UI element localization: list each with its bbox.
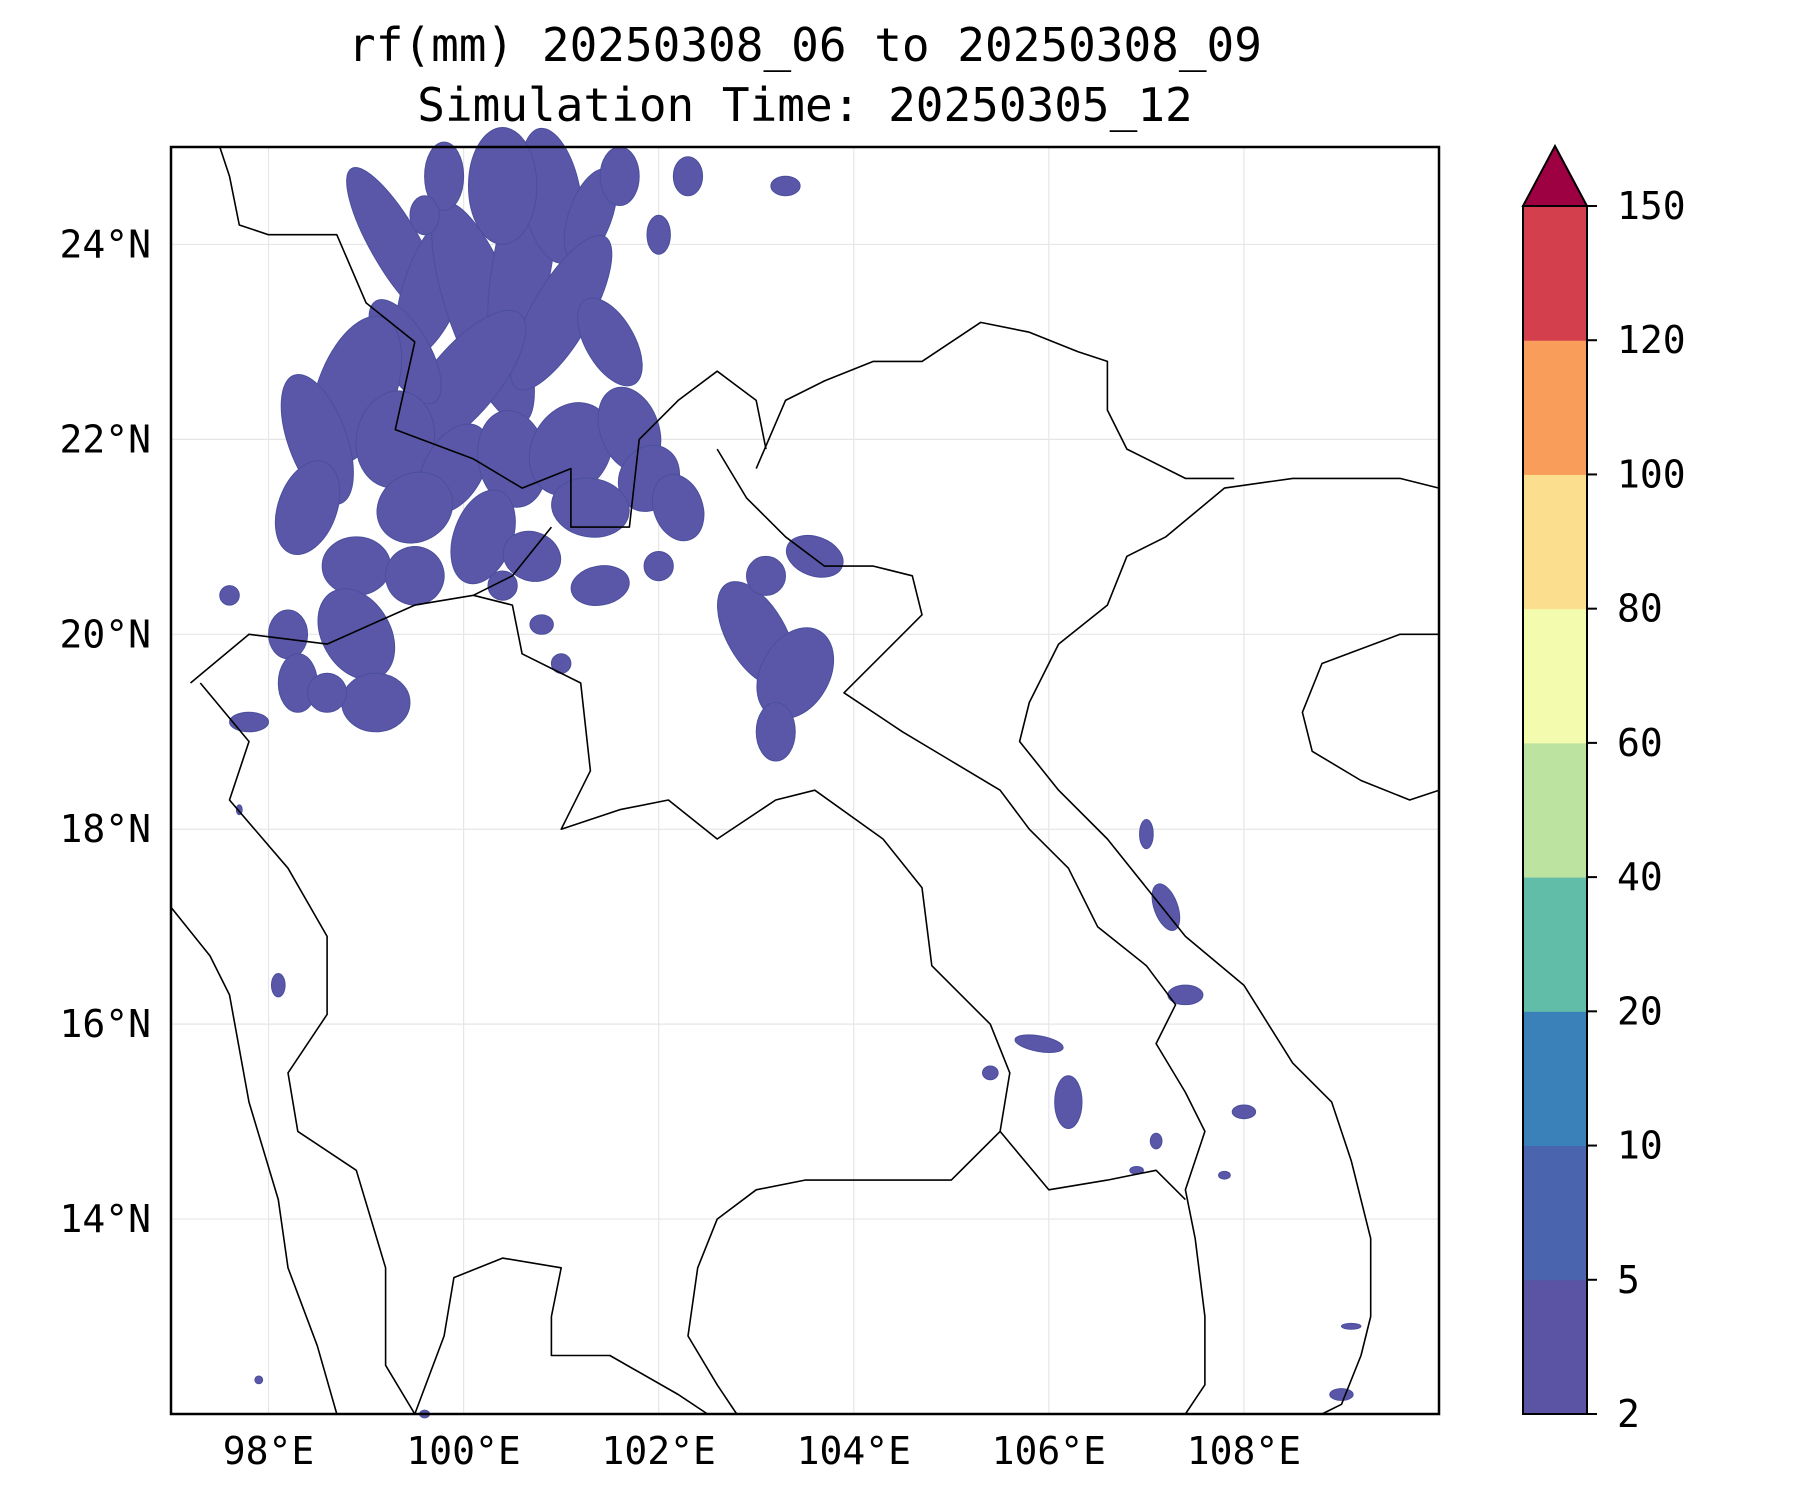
colorbar-segment xyxy=(1523,1279,1587,1415)
colorbar-extend-arrow xyxy=(1521,143,1589,207)
lat-tick-label: 18°N xyxy=(59,807,151,851)
latitude-ticks: 24°N 22°N 20°N 18°N 16°N 14°N xyxy=(59,222,151,1241)
rain-area xyxy=(646,214,671,255)
rain-area xyxy=(770,175,801,197)
boundary-line xyxy=(189,526,553,684)
rain-area xyxy=(672,156,704,197)
rain-area xyxy=(785,534,844,578)
colorbar-segment xyxy=(1523,877,1587,1012)
rain-area xyxy=(424,141,465,211)
boundary-line xyxy=(473,594,1186,1201)
rain-area xyxy=(487,570,518,601)
rain-area xyxy=(268,609,309,660)
lon-tick-label: 102°E xyxy=(601,1429,715,1473)
colorbar-tick-label: 5 xyxy=(1617,1258,1640,1302)
rain-area xyxy=(570,565,630,606)
rain-area xyxy=(982,1065,999,1081)
rain-area xyxy=(409,195,440,236)
rain-area xyxy=(1151,883,1181,931)
rain-area xyxy=(1014,1034,1064,1053)
chart-title-line-2: Simulation Time: 20250305_12 xyxy=(417,78,1193,132)
rain-area xyxy=(219,585,240,606)
lon-tick-label: 100°E xyxy=(406,1429,520,1473)
colorbar-tick-label: 60 xyxy=(1617,721,1663,765)
colorbar-tick-label: 150 xyxy=(1617,184,1686,228)
rain-area xyxy=(341,672,411,733)
colorbar-segment xyxy=(1523,608,1587,744)
rain-area xyxy=(254,1375,264,1385)
rain-area xyxy=(376,471,454,544)
rain-area xyxy=(1231,1104,1257,1120)
rain-area xyxy=(1218,1170,1231,1180)
rain-area xyxy=(599,146,640,206)
rain-area xyxy=(307,672,348,713)
boundary-line xyxy=(1018,477,1440,1415)
colorbar-segment xyxy=(1523,1011,1587,1147)
rain-area xyxy=(385,546,445,606)
colorbar-segment xyxy=(1523,474,1587,610)
colorbar-segment xyxy=(1523,742,1587,878)
lat-tick-label: 16°N xyxy=(59,1002,151,1046)
colorbar-tick-label: 120 xyxy=(1617,318,1686,362)
rain-area xyxy=(274,460,341,555)
boundary-line xyxy=(716,448,1206,1415)
rain-area xyxy=(1340,1322,1362,1330)
colorbar: 2 5 10 20 40 60 80 100 120 150 xyxy=(1521,143,1686,1436)
rain-area xyxy=(651,473,705,542)
chart-title-line-1: rf(mm) 20250308_06 to 20250308_09 xyxy=(348,18,1262,72)
map-frame xyxy=(169,145,1441,1416)
rain-area xyxy=(1329,1388,1354,1401)
colorbar-tick-label: 80 xyxy=(1617,587,1663,631)
rain-area xyxy=(1139,818,1154,850)
colorbar-segment xyxy=(1523,1145,1587,1281)
rain-area xyxy=(467,127,538,245)
rain-area xyxy=(528,402,614,497)
rain-area xyxy=(577,297,643,387)
longitude-ticks: 98°E 100°E 102°E 104°E 106°E 108°E xyxy=(223,1429,1301,1473)
lat-tick-label: 22°N xyxy=(59,417,151,461)
lat-tick-label: 24°N xyxy=(59,222,151,266)
boundary-line xyxy=(199,682,416,1415)
rain-area xyxy=(1054,1075,1083,1129)
rain-area xyxy=(321,536,391,596)
rain-area xyxy=(270,972,286,998)
lon-tick-label: 98°E xyxy=(223,1429,315,1473)
rain-area xyxy=(755,702,796,762)
colorbar-segment xyxy=(1523,206,1587,341)
boundary-line xyxy=(219,146,767,528)
map-gridlines xyxy=(171,147,1439,1414)
lon-tick-label: 104°E xyxy=(797,1429,911,1473)
colorbar-tick-label: 100 xyxy=(1617,452,1686,496)
boundary-line xyxy=(170,906,338,1415)
boundary-line xyxy=(755,321,1235,480)
colorbar-tick-label: 2 xyxy=(1617,1392,1640,1436)
colorbar-tick-label: 10 xyxy=(1617,1124,1663,1168)
colorbar-segment xyxy=(1523,340,1587,475)
colorbar-frame xyxy=(1522,205,1588,1415)
boundary-line xyxy=(687,1130,1001,1415)
boundary-line xyxy=(1301,633,1440,801)
lat-tick-label: 14°N xyxy=(59,1197,151,1241)
lon-tick-label: 108°E xyxy=(1187,1429,1301,1473)
rain-area xyxy=(643,550,674,582)
lon-tick-label: 106°E xyxy=(992,1429,1106,1473)
coastlines-and-borders xyxy=(170,146,1440,1415)
rain-area xyxy=(529,614,554,635)
rain-area xyxy=(229,711,270,733)
lat-tick-label: 20°N xyxy=(59,612,151,656)
colorbar-tick-label: 20 xyxy=(1617,989,1663,1033)
rain-area xyxy=(1149,1132,1163,1150)
rainfall-areas xyxy=(219,127,1362,1419)
boundary-line xyxy=(414,1257,708,1415)
rain-area xyxy=(745,555,786,596)
colorbar-tick-label: 40 xyxy=(1617,855,1663,899)
